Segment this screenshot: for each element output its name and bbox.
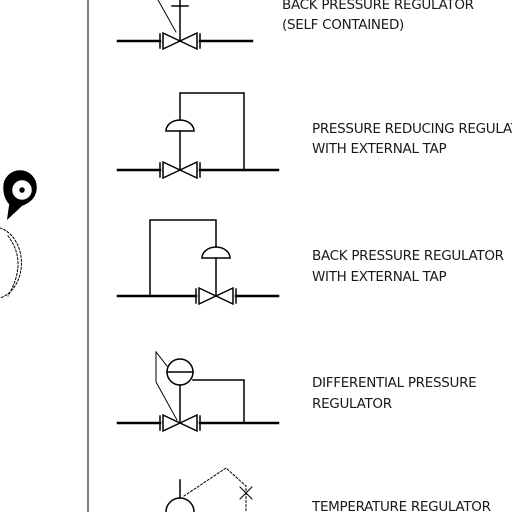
label-back-pressure-self-1: BACK PRESSURE REGULATOR [282, 0, 474, 13]
differential-pressure-regulator-symbol [116, 350, 280, 433]
dashed-arc [0, 227, 22, 299]
label-temperature-1: TEMPERATURE REGULATOR [311, 499, 491, 512]
label-back-pressure-self-2: (SELF CONTAINED) [282, 17, 404, 33]
pressure-reducing-regulator-symbol [116, 92, 280, 180]
back-pressure-regulator-external-symbol [116, 219, 280, 306]
label-back-pressure-external-1: BACK PRESSURE REGULATOR [312, 248, 504, 264]
dashed-arc-right [7, 235, 19, 297]
temperature-regulator-symbol [165, 467, 253, 512]
label-back-pressure-external-2: WITH EXTERNAL TAP [312, 269, 446, 285]
label-differential-pressure-2: REGULATOR [312, 396, 392, 412]
label-pressure-reducing-2: WITH EXTERNAL TAP [312, 141, 446, 157]
back-pressure-regulator-symbol [116, 0, 254, 51]
label-pressure-reducing-1: PRESSURE REDUCING REGULATOR [312, 121, 512, 137]
label-differential-pressure-1: DIFFERENTIAL PRESSURE [312, 375, 476, 391]
location-marker-icon [3, 170, 37, 220]
